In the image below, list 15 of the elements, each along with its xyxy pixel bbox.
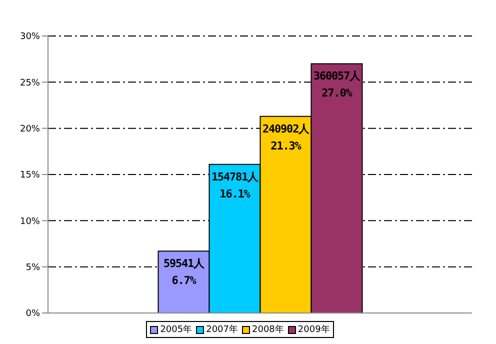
y-tick-label: 20% [20,124,40,135]
data-label: 59541人 6.7% [163,257,206,288]
data-label: 154781人 16.1% [211,170,260,200]
y-tick-label: 25% [20,78,40,88]
data-label: 360057人 27.0% [313,70,362,100]
legend-label: 2008年 [251,324,284,336]
legend-label: 2005年 [159,324,192,336]
legend-label: 2007年 [205,324,238,336]
legend-label: 2009年 [296,324,330,336]
y-tick-label: 5% [26,263,40,274]
data-label: 240902人 21.3% [262,122,311,152]
y-tick-label: 10% [20,216,40,227]
y-tick-label: 30% [20,32,40,42]
y-tick-label: 15% [20,170,40,181]
y-tick-label: 0% [26,309,40,320]
